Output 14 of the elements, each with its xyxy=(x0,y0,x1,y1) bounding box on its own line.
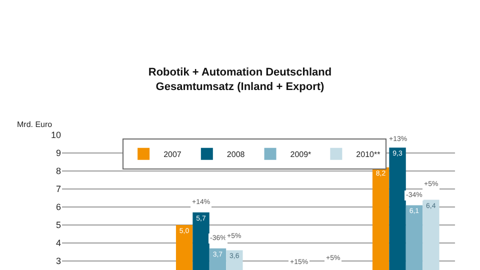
legend-label: 2010** xyxy=(356,150,380,159)
y-tick-label: 3 xyxy=(56,256,61,266)
y-axis-title: Mrd. Euro xyxy=(17,120,53,129)
legend-label: 2007 xyxy=(164,150,182,159)
y-tick-label: 5 xyxy=(56,220,61,230)
y-tick-label: 7 xyxy=(56,184,61,194)
chart-title: Robotik + Automation Deutschland Gesamtumsatz (Inland + Export) xyxy=(148,66,332,93)
legend-label: 2009* xyxy=(290,150,312,159)
legend-label: 2008 xyxy=(226,150,246,159)
y-tick-label: 8 xyxy=(56,166,61,176)
y-tick-label: 4 xyxy=(56,238,61,248)
y-tick-label: 9 xyxy=(56,148,61,158)
y-tick-label: 6 xyxy=(56,202,61,212)
y-tick-label: 10 xyxy=(50,130,61,140)
